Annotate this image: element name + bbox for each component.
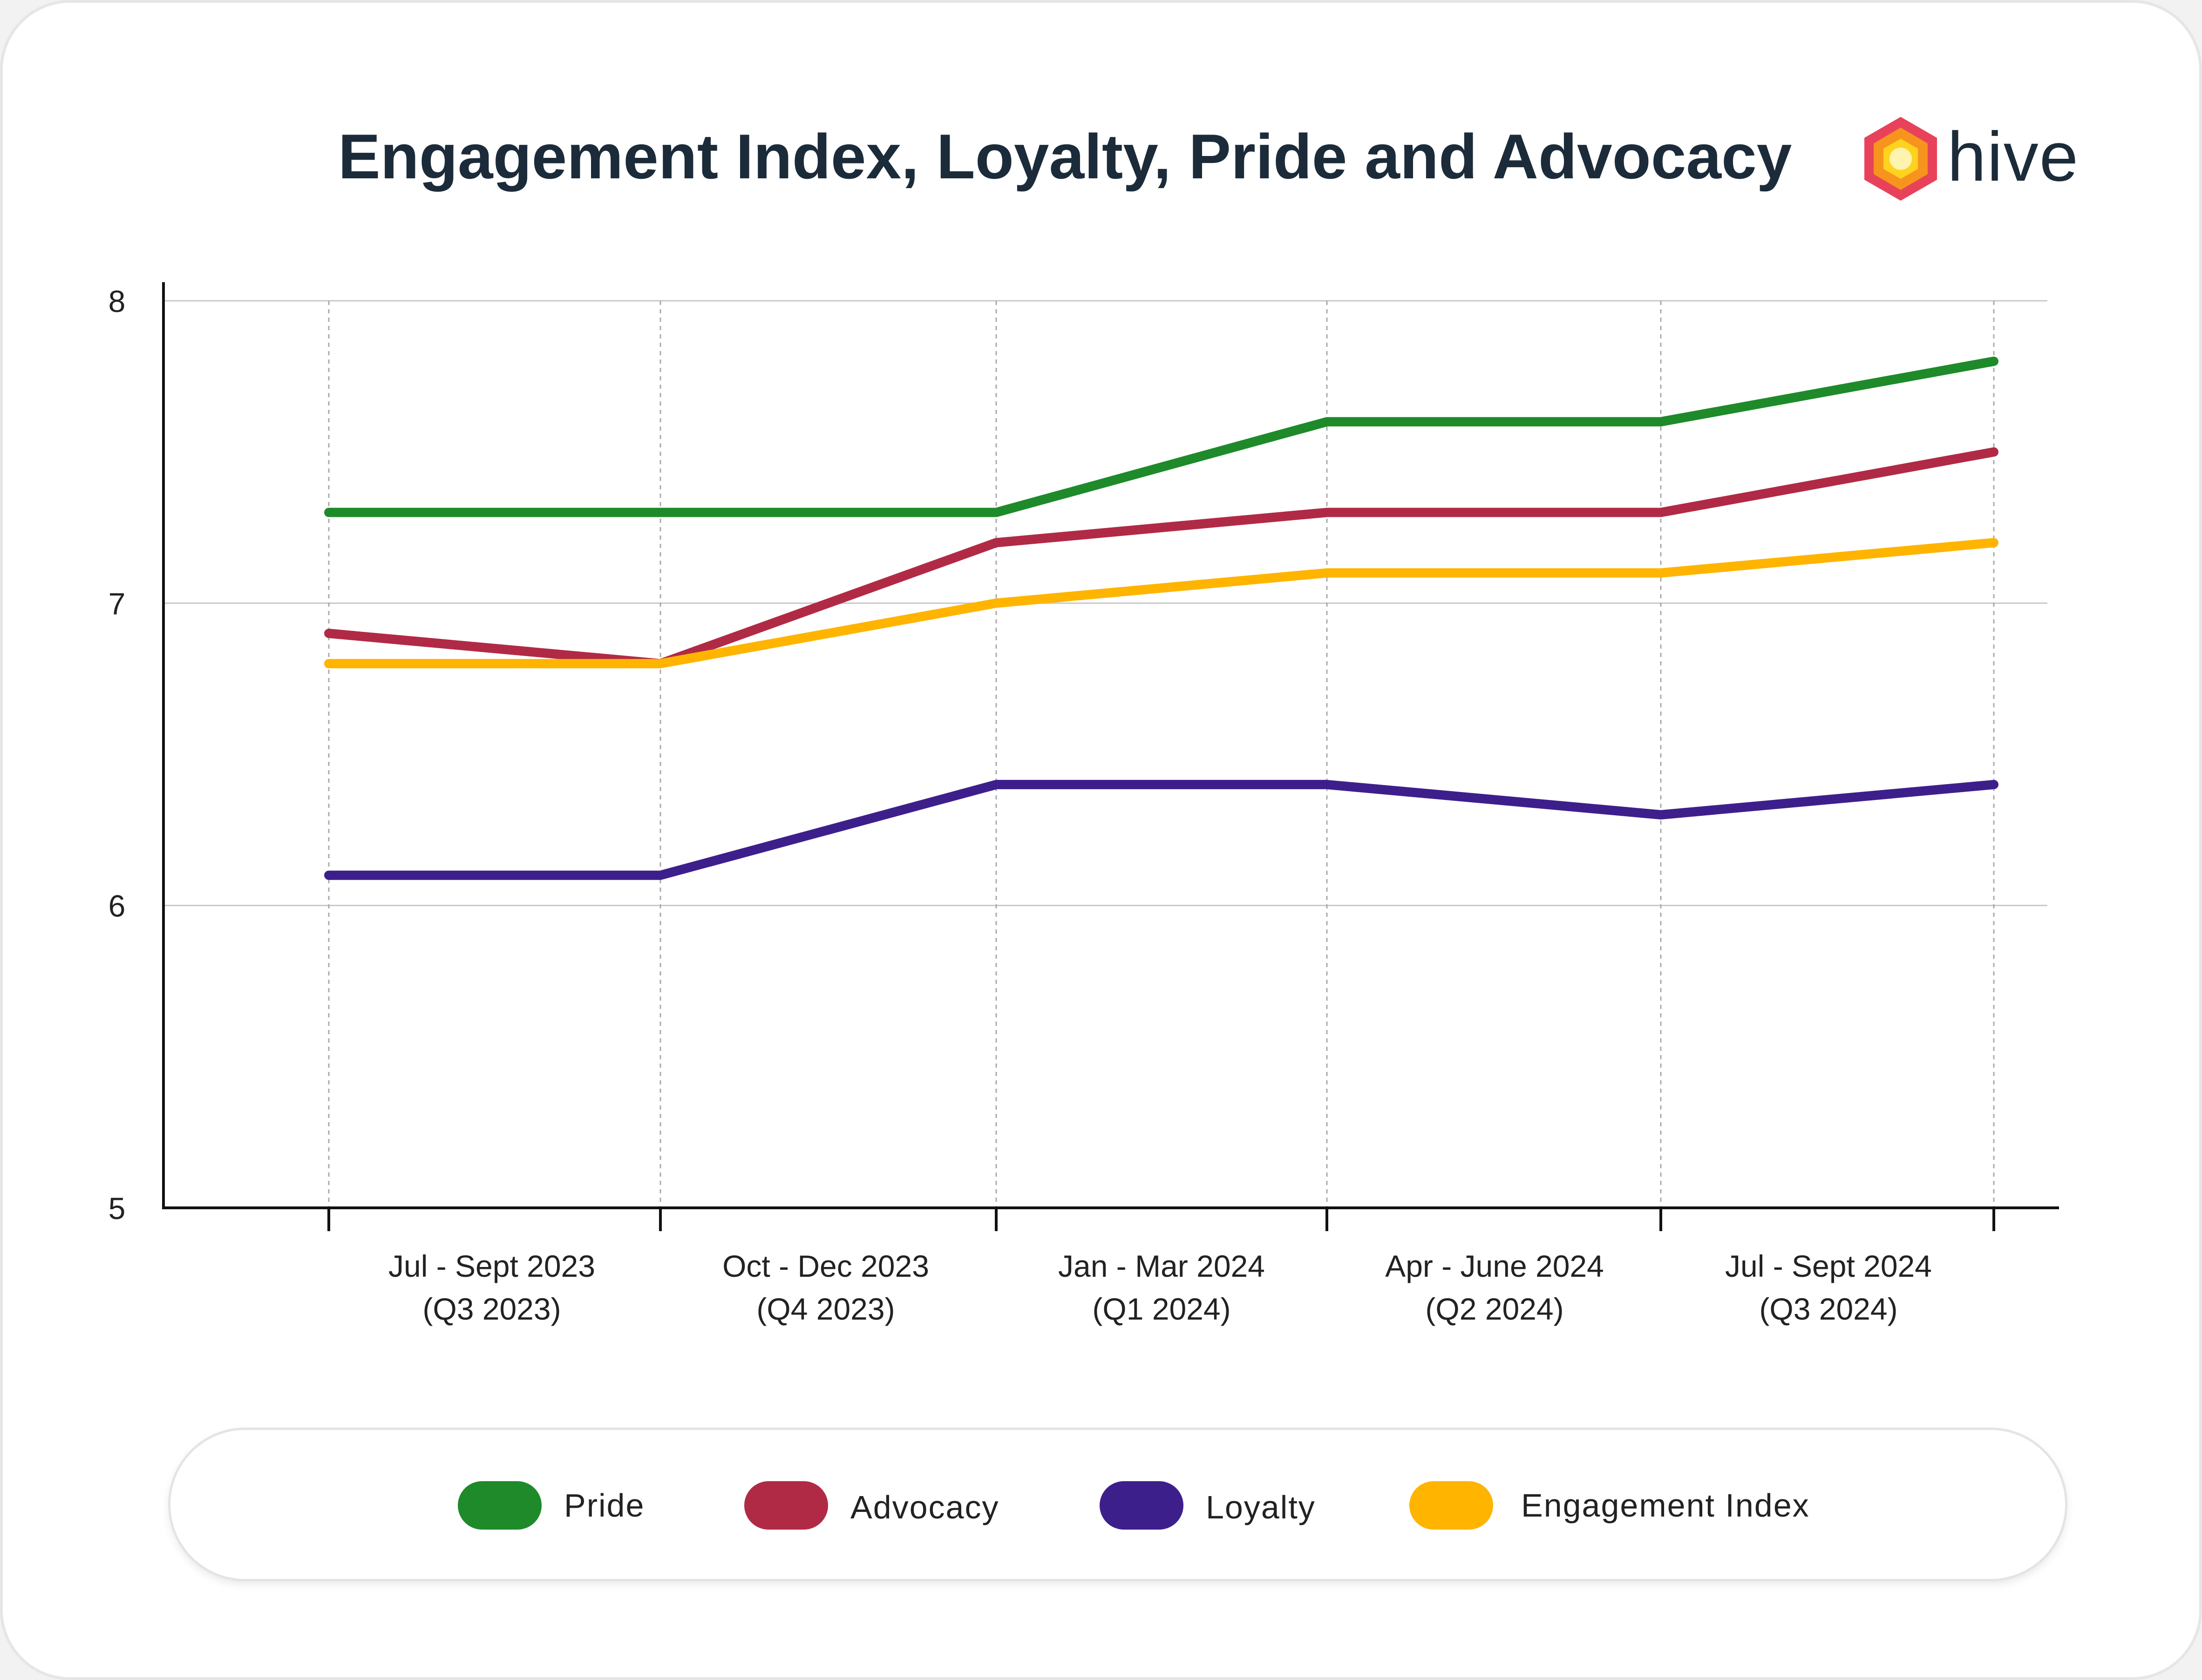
engagement-index-swatch-icon <box>1409 1481 1493 1530</box>
y-tick-label: 5 <box>109 1191 126 1226</box>
line-chart: 5 6 7 8 Jul - Sept 2023 (Q3 2023) Oct - Dec 20… <box>109 282 2059 1326</box>
x-tick-label: (Q2 2024) <box>1425 1292 1563 1326</box>
hive-logo: hive <box>1859 115 2078 203</box>
advocacy-swatch-icon <box>744 1481 828 1530</box>
x-tick-label: (Q3 2023) <box>422 1292 561 1326</box>
x-tick-label: (Q4 2023) <box>756 1292 895 1326</box>
series-line-engagement-index <box>324 538 1998 669</box>
series-line-advocacy <box>324 447 1998 669</box>
x-tick-label: (Q1 2024) <box>1092 1292 1230 1326</box>
legend-label-engagement-index: Engagement Index <box>1521 1487 1810 1524</box>
x-tick-label: Jul - Sept 2024 <box>1725 1249 1932 1283</box>
legend: Pride Advocacy Loyalty Engagement Index <box>170 1430 2065 1579</box>
x-tick-label: (Q3 2024) <box>1759 1292 1897 1326</box>
x-tick-label: Jan - Mar 2024 <box>1058 1249 1265 1283</box>
hive-hexagon-icon <box>1864 117 1937 201</box>
legend-label-loyalty: Loyalty <box>1206 1489 1316 1525</box>
legend-label-pride: Pride <box>564 1487 645 1524</box>
y-tick-label: 8 <box>109 284 126 318</box>
series-line-loyalty <box>324 779 1998 880</box>
chart-title: Engagement Index, Loyalty, Pride and Adv… <box>338 121 1792 192</box>
loyalty-swatch-icon <box>1100 1481 1183 1530</box>
legend-label-advocacy: Advocacy <box>850 1489 999 1525</box>
x-tick-label: Apr - June 2024 <box>1385 1249 1604 1283</box>
brand-name: hive <box>1947 117 2080 196</box>
y-tick-label: 7 <box>109 586 126 621</box>
x-tick-label: Jul - Sept 2023 <box>388 1249 595 1283</box>
series-line-pride <box>324 356 1998 517</box>
y-tick-label: 6 <box>109 889 126 923</box>
x-tick-label: Oct - Dec 2023 <box>722 1249 929 1283</box>
pride-swatch-icon <box>458 1481 542 1530</box>
